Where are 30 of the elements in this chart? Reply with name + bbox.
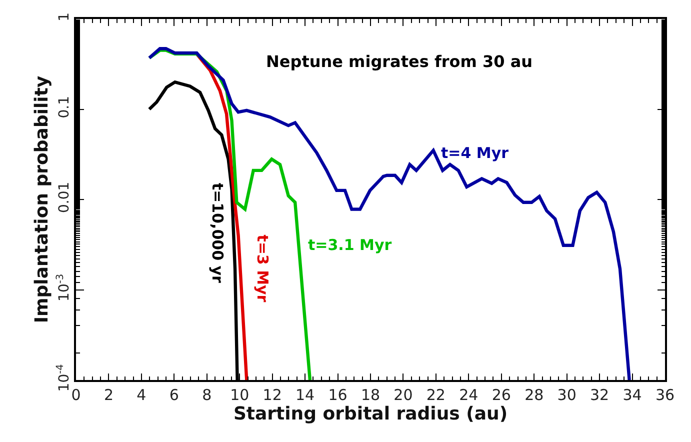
text: Neptune migrates from 30 au — [266, 52, 533, 71]
x-tick-label: 30 — [557, 386, 576, 404]
x-tick-label: 16 — [328, 386, 348, 404]
x-tick-label: 34 — [622, 386, 642, 404]
x-tick-label: 10 — [230, 386, 250, 404]
x-tick-label: 22 — [426, 386, 446, 404]
line-series — [148, 46, 631, 380]
x-tick-label: 14 — [296, 386, 315, 404]
x-tick-label: 4 — [136, 386, 146, 404]
series-label: t=4 Myr — [441, 144, 510, 162]
x-tick-label: 36 — [655, 386, 675, 404]
y-axis-title: Implantation probability — [31, 76, 52, 324]
x-tick-label: 2 — [104, 386, 114, 404]
x-tick-label: 28 — [524, 386, 544, 404]
x-tick-label: 6 — [169, 386, 179, 404]
x-tick-label: 26 — [492, 386, 511, 404]
x-tick-label: 0 — [71, 386, 81, 404]
y-tick-label: 0.01 — [56, 182, 73, 213]
y-tick-label: 1 — [56, 12, 73, 22]
y-tick-label: 0.1 — [56, 96, 73, 118]
x-tick-label: 18 — [360, 386, 380, 404]
x-tick-label: 12 — [262, 386, 282, 404]
x-tick-label: 20 — [394, 386, 413, 404]
x-tick-label: 24 — [459, 386, 478, 404]
series-label: t=3.1 Myr — [308, 236, 392, 254]
text: t=3 Myr — [254, 234, 272, 303]
text: t=10,000 yr — [208, 182, 226, 284]
x-tick-label: 8 — [202, 386, 212, 404]
x-axis-title: Starting orbital radius (au) — [233, 404, 508, 425]
x-tick-label: 32 — [590, 386, 610, 404]
